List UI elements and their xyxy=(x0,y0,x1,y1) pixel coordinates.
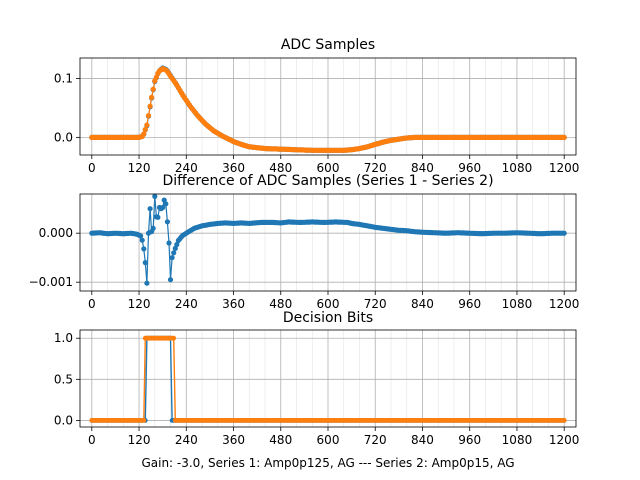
series-2-point xyxy=(171,335,177,341)
series-1-point xyxy=(139,237,145,243)
x-tick-label: 480 xyxy=(269,433,292,447)
series-1-point xyxy=(561,230,567,236)
tick-labels-difference: 0 120 240 360 480 600 720 840 960 1080 1200 −0.001 0… xyxy=(29,226,580,311)
y-tick-label: 0.0 xyxy=(54,130,73,144)
tick-labels-decision-bits: 0 120 240 360 480 600 720 840 960 1080 1200 0.0 0.5 1… xyxy=(54,331,580,447)
panel-title-difference: Difference of ADC Samples (Series 1 - Se… xyxy=(162,173,493,189)
y-tick-label: 1.0 xyxy=(54,331,73,345)
y-tick-label: 0.000 xyxy=(39,226,73,240)
x-tick-label: 960 xyxy=(458,433,481,447)
series-1-point xyxy=(155,214,161,220)
series-1-point xyxy=(144,280,150,286)
series-2-point xyxy=(150,86,156,92)
series-1-point xyxy=(174,241,180,248)
x-tick-label: 600 xyxy=(317,297,340,311)
y-tick-label: −0.001 xyxy=(29,275,73,289)
panel-title-adc-samples: ADC Samples xyxy=(281,37,375,53)
x-tick-label: 240 xyxy=(175,297,198,311)
panel-difference: Difference of ADC Samples (Series 1 - Se… xyxy=(29,173,580,311)
y-tick-label: 0.0 xyxy=(54,413,73,427)
series-2-point xyxy=(561,134,567,140)
x-tick-label: 1080 xyxy=(502,433,533,447)
x-tick-label: 120 xyxy=(128,161,151,175)
series-markers-adc-samples xyxy=(89,65,567,153)
series-1-point xyxy=(163,201,169,207)
series-1-point xyxy=(167,277,174,283)
x-tick-label: 840 xyxy=(411,161,434,175)
x-tick-label: 240 xyxy=(175,433,198,447)
panel-title-decision-bits: Decision Bits xyxy=(283,310,373,326)
x-tick-label: 360 xyxy=(222,433,245,447)
x-tick-label: 960 xyxy=(458,161,481,175)
series-1-point xyxy=(169,255,175,261)
x-tick-label: 360 xyxy=(222,161,245,175)
series-2-point xyxy=(145,113,152,119)
series-1-point xyxy=(171,250,177,256)
series-2-point xyxy=(142,126,148,133)
figure-footer-label: Gain: -3.0, Series 1: Amp0p125, AG --- S… xyxy=(141,456,514,470)
x-tick-label: 600 xyxy=(317,433,340,447)
x-tick-label: 0 xyxy=(88,433,96,447)
x-tick-label: 0 xyxy=(88,297,96,311)
x-tick-label: 1200 xyxy=(549,161,580,175)
series-1-point xyxy=(172,245,178,251)
y-tick-label: 0.1 xyxy=(54,72,73,86)
panel-decision-bits: Decision Bits 0 120 240 360 480 600 720 840 960 1… xyxy=(54,310,580,447)
y-tick-label: 0.5 xyxy=(54,372,73,386)
x-tick-label: 1200 xyxy=(549,433,580,447)
series-1-point xyxy=(166,240,172,246)
x-tick-label: 1200 xyxy=(549,297,580,311)
x-tick-label: 240 xyxy=(175,161,198,175)
x-tick-label: 120 xyxy=(128,433,151,447)
x-tick-label: 840 xyxy=(411,297,434,311)
x-tick-label: 1080 xyxy=(502,297,533,311)
series-2-point xyxy=(561,418,567,423)
series-1-point xyxy=(147,206,153,212)
series-markers-difference xyxy=(89,193,567,286)
x-tick-label: 960 xyxy=(458,297,481,311)
series-lines-decision-bits xyxy=(89,335,567,423)
x-tick-label: 720 xyxy=(364,297,387,311)
gridlines-difference xyxy=(80,194,576,291)
series-1-point xyxy=(152,193,158,199)
x-tick-label: 600 xyxy=(317,161,340,175)
series-2-point xyxy=(147,103,153,109)
series-1-point xyxy=(142,260,148,266)
series-1-point xyxy=(150,225,156,231)
x-tick-label: 840 xyxy=(411,433,434,447)
series-2-point xyxy=(144,122,150,128)
series-2-point xyxy=(149,94,155,100)
series-1-point xyxy=(141,246,147,252)
x-tick-label: 720 xyxy=(364,433,387,447)
tick-labels-adc-samples: 0 120 240 360 480 600 720 840 960 1080 1200 0.0 0.1 xyxy=(54,72,580,175)
x-tick-label: 720 xyxy=(364,161,387,175)
series-1-point xyxy=(138,233,144,239)
series-1-point xyxy=(160,204,166,211)
panel-adc-samples: ADC Samples 0 120 240 360 480 600 720 840 960 108… xyxy=(54,37,580,175)
series-1-point xyxy=(164,219,170,225)
series-2-point xyxy=(141,418,147,423)
x-tick-label: 480 xyxy=(269,297,292,311)
x-tick-label: 1080 xyxy=(502,161,533,175)
gridlines-decision-bits xyxy=(80,330,576,427)
x-tick-label: 360 xyxy=(222,297,245,311)
x-tick-label: 120 xyxy=(128,297,151,311)
series-2-point xyxy=(141,131,147,137)
x-tick-label: 0 xyxy=(88,161,96,175)
x-tick-label: 480 xyxy=(269,161,292,175)
